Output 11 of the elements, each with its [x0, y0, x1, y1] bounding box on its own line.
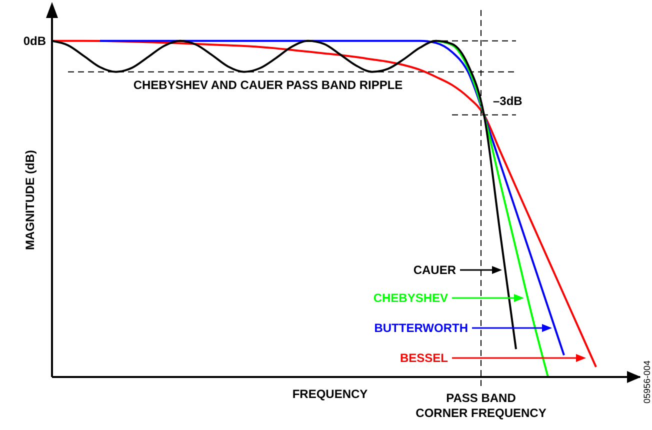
ref-line-label: 0dB: [23, 34, 46, 48]
x-axis-title: FREQUENCY: [292, 387, 368, 401]
legend-label: CAUER: [413, 263, 456, 277]
ref-line-label: CHEBYSHEV AND CAUER PASS BAND RIPPLE: [133, 78, 403, 92]
text: BUTTERWORTH: [374, 321, 468, 335]
ref-line-label: –3dB: [493, 94, 523, 108]
text: 05956-004: [642, 360, 652, 404]
text: PASS BAND CORNER FREQUENCY: [416, 391, 546, 420]
text: BESSEL: [400, 351, 448, 365]
text: CHEBYSHEV: [373, 291, 448, 305]
y-axis-title: MAGNITUDE (dB): [23, 150, 37, 250]
